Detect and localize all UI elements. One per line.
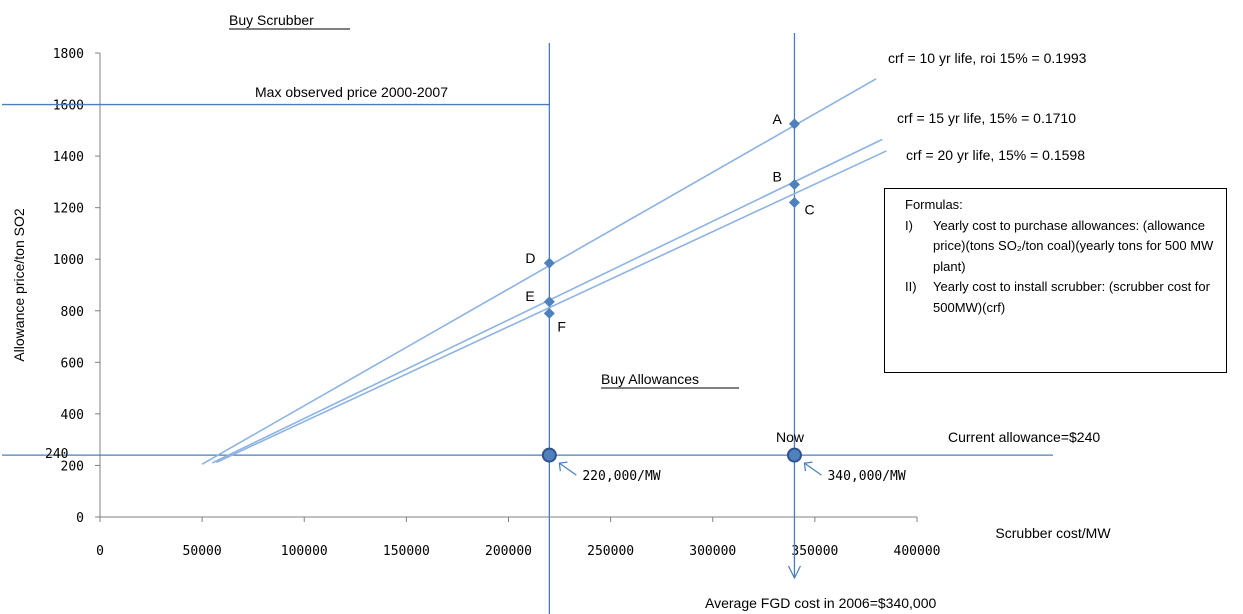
x-tick-label: 250000 <box>587 544 634 559</box>
point-c <box>788 197 800 209</box>
y-axis-title: Allowance price/ton SO2 <box>11 208 27 362</box>
y-tick-label: 1200 <box>53 202 84 217</box>
crf-label: crf = 15 yr life, 15% = 0.1710 <box>897 110 1076 126</box>
point-label: C <box>804 202 814 218</box>
buy-allowances-label: Buy Allowances <box>601 371 699 387</box>
point-f <box>543 307 555 319</box>
formula-number: I) <box>905 217 913 233</box>
arrowhead-icon <box>803 461 813 472</box>
axes: 0 200 400 600 800 1000 1200 1400 1600 1800 0 50000 1… <box>11 47 1111 559</box>
y-tick-label: 800 <box>61 305 84 320</box>
formula-text: Yearly cost to purchase allowances: (all… <box>933 217 1214 274</box>
x-tick-label: 100000 <box>281 544 328 559</box>
y-tick-label: 1600 <box>53 99 84 114</box>
arrow-icon <box>559 462 577 476</box>
crf-label: crf = 20 yr life, 15% = 0.1598 <box>906 147 1085 163</box>
point-label: B <box>772 168 781 184</box>
highlight-label: 220,000/MW <box>582 469 660 484</box>
formula-item-2: II) Yearly cost to install scrubber: (sc… <box>905 277 1218 318</box>
current-allowance-label: Current allowance=$240 <box>948 429 1100 445</box>
y-tick-label: 200 <box>61 459 84 474</box>
crf-line <box>216 150 887 464</box>
y-tick-label: 1000 <box>53 253 84 268</box>
formulas-box: Formulas: I) Yearly cost to purchase all… <box>884 188 1227 373</box>
x-tick-label: 400000 <box>894 544 941 559</box>
point-d <box>543 257 555 269</box>
crf-line <box>201 78 877 465</box>
data-points <box>541 118 822 476</box>
highlight-point <box>541 447 557 463</box>
arrowhead-icon <box>558 461 568 472</box>
y-tick-label: 1800 <box>53 47 84 62</box>
crf-label: crf = 10 yr life, roi 15% = 0.1993 <box>888 50 1087 66</box>
max-observed-label: Max observed price 2000-2007 <box>255 84 448 100</box>
now-label: Now <box>776 429 805 445</box>
point-a <box>788 118 800 130</box>
arrow-down-icon <box>787 565 801 580</box>
series-lines <box>201 78 887 465</box>
x-tick-label: 0 <box>96 544 104 559</box>
point-label: D <box>525 250 535 266</box>
point-label: E <box>525 288 534 304</box>
x-tick-label: 200000 <box>485 544 532 559</box>
arrow-icon <box>804 462 822 476</box>
formulas-title: Formulas: <box>905 197 963 212</box>
formula-text: Yearly cost to install scrubber: (scrubb… <box>933 279 1210 315</box>
y-tick-label: 600 <box>61 356 84 371</box>
x-axis-title: Scrubber cost/MW <box>995 525 1111 541</box>
buy-scrubber-label: Buy Scrubber <box>229 12 314 28</box>
formula-item-1: I) Yearly cost to purchase allowances: (… <box>905 216 1218 278</box>
x-tick-label: 300000 <box>689 544 736 559</box>
y-tick-label: 400 <box>61 408 84 423</box>
y-tick-label: 0 <box>76 511 84 526</box>
highlight-point <box>786 447 802 463</box>
chart-text: A B C D E F 220,000/MW 340,000/MW crf = 10 yr li… <box>45 12 1100 611</box>
x-tick-label: 350000 <box>791 544 838 559</box>
y-240-label: 240 <box>45 447 68 462</box>
point-b <box>788 178 800 190</box>
point-e <box>543 296 555 308</box>
fgd-cost-label: Average FGD cost in 2006=$340,000 <box>705 595 937 611</box>
point-label: F <box>557 318 566 334</box>
x-tick-label: 50000 <box>183 544 222 559</box>
formula-number: II) <box>905 279 917 294</box>
x-tick-label: 150000 <box>383 544 430 559</box>
highlight-label: 340,000/MW <box>827 469 905 484</box>
point-label: A <box>772 111 782 127</box>
y-tick-label: 1400 <box>53 150 84 165</box>
